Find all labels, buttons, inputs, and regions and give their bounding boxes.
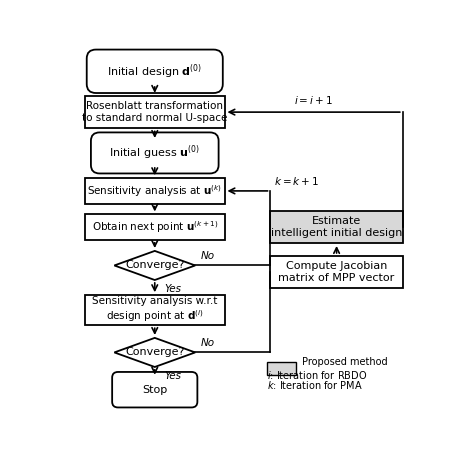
Text: Yes: Yes bbox=[164, 371, 181, 380]
Text: Estimate
intelligent initial design: Estimate intelligent initial design bbox=[271, 216, 402, 238]
Text: Proposed method: Proposed method bbox=[301, 357, 387, 366]
Text: Obtain next point $\mathbf{u}^{(k+1)}$: Obtain next point $\mathbf{u}^{(k+1)}$ bbox=[91, 219, 218, 235]
Text: Compute Jacobian
matrix of MPP vector: Compute Jacobian matrix of MPP vector bbox=[278, 261, 395, 283]
Text: $k$: Iteration for PMA: $k$: Iteration for PMA bbox=[267, 379, 363, 391]
FancyBboxPatch shape bbox=[267, 362, 296, 375]
Text: $i$: Iteration for RBDO: $i$: Iteration for RBDO bbox=[267, 369, 367, 381]
Text: Sensitivity analysis at $\mathbf{u}^{(k)}$: Sensitivity analysis at $\mathbf{u}^{(k)… bbox=[87, 183, 222, 199]
Text: Rosenblatt transformation
to standard normal U-space: Rosenblatt transformation to standard no… bbox=[82, 101, 228, 123]
FancyBboxPatch shape bbox=[87, 50, 223, 93]
Text: Stop: Stop bbox=[142, 384, 167, 395]
Text: Sensitivity analysis w.r.t
design point at $\mathbf{d}^{(i)}$: Sensitivity analysis w.r.t design point … bbox=[92, 296, 218, 324]
FancyBboxPatch shape bbox=[91, 132, 219, 173]
Text: Initial design $\mathbf{d}^{(0)}$: Initial design $\mathbf{d}^{(0)}$ bbox=[107, 62, 202, 81]
FancyBboxPatch shape bbox=[271, 211, 403, 243]
Text: Converge?: Converge? bbox=[125, 260, 184, 271]
FancyBboxPatch shape bbox=[112, 372, 197, 408]
Text: Yes: Yes bbox=[164, 284, 181, 294]
Text: No: No bbox=[201, 251, 215, 261]
FancyBboxPatch shape bbox=[85, 96, 225, 129]
Text: No: No bbox=[201, 338, 215, 348]
Polygon shape bbox=[114, 251, 195, 280]
FancyBboxPatch shape bbox=[271, 256, 403, 288]
Polygon shape bbox=[114, 338, 195, 367]
Text: $k=k+1$: $k=k+1$ bbox=[274, 175, 319, 187]
FancyBboxPatch shape bbox=[85, 178, 225, 204]
Text: $i=i+1$: $i=i+1$ bbox=[294, 94, 333, 106]
Text: Initial guess $\mathbf{u}^{(0)}$: Initial guess $\mathbf{u}^{(0)}$ bbox=[109, 144, 200, 162]
FancyBboxPatch shape bbox=[85, 295, 225, 325]
Text: Converge?: Converge? bbox=[125, 348, 184, 357]
FancyBboxPatch shape bbox=[85, 214, 225, 240]
